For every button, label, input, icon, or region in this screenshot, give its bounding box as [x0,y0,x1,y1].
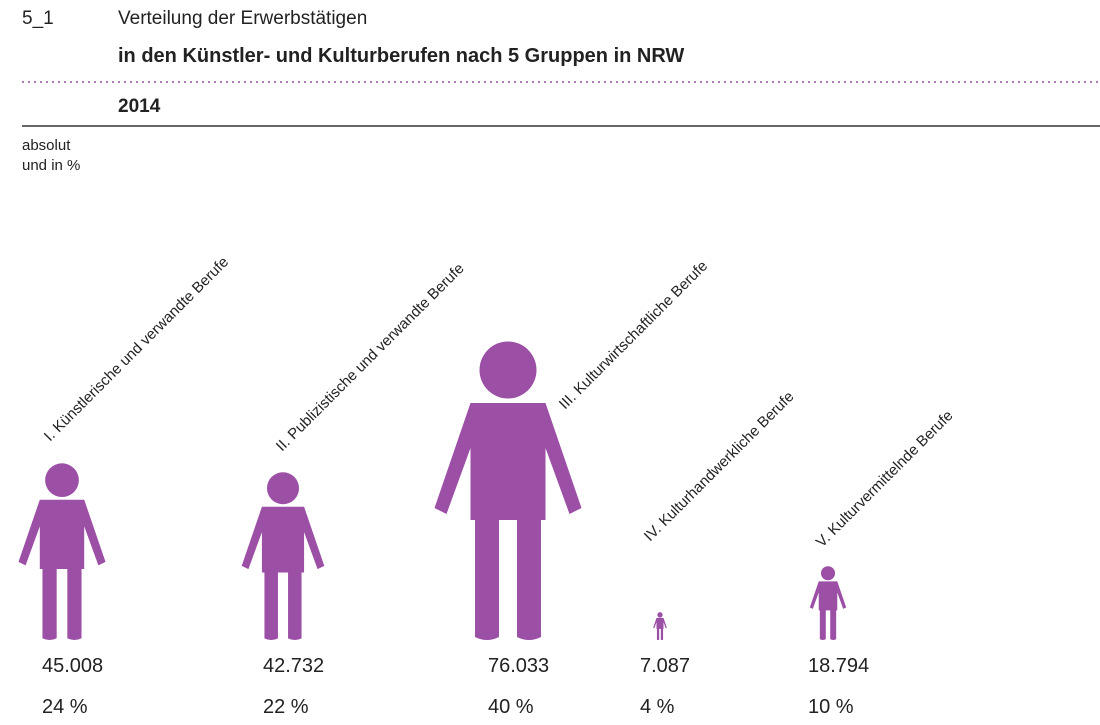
head [820,566,836,581]
percentage-label: 22 % [263,696,309,718]
unit-label: absolut [22,137,71,154]
unit-label: und in % [22,157,80,174]
percentage-label: 4 % [640,696,675,718]
percentage-label: 24 % [42,696,88,718]
person-figure [809,566,847,640]
value-label: 76.033 [488,655,549,677]
head [657,612,663,618]
head [266,472,300,505]
person-figure [241,472,325,640]
person-figure [434,341,582,640]
category-label: V. Kulturvermittelnde Berufe [813,407,957,551]
category-label: IV. Kulturhandwerkliche Berufe [641,388,798,545]
value-label: 18.794 [808,655,869,677]
chart-subtitle: in den Künstler- und Kulturberufen nach … [118,45,684,67]
category-label: II. Publizistische und verwandte Berufe [273,260,468,455]
category-label: III. Kulturwirtschaftliche Berufe [556,258,711,413]
year-label: 2014 [118,96,161,117]
value-label: 7.087 [640,655,690,677]
person-figure [18,463,106,640]
head [45,463,79,498]
body [18,499,106,640]
body [434,403,582,640]
value-label: 42.732 [263,655,324,677]
person-figure [653,612,667,640]
chart-title: Verteilung der Erwerbstätigen [118,8,367,29]
percentage-label: 40 % [488,696,534,718]
body [653,617,667,640]
body [809,581,847,640]
category-label: I. Künstlerische und verwandte Berufe [41,254,232,445]
body [241,506,325,640]
value-label: 45.008 [42,655,103,677]
percentage-label: 10 % [808,696,854,718]
head [479,341,537,399]
figure-number: 5_1 [22,8,54,29]
